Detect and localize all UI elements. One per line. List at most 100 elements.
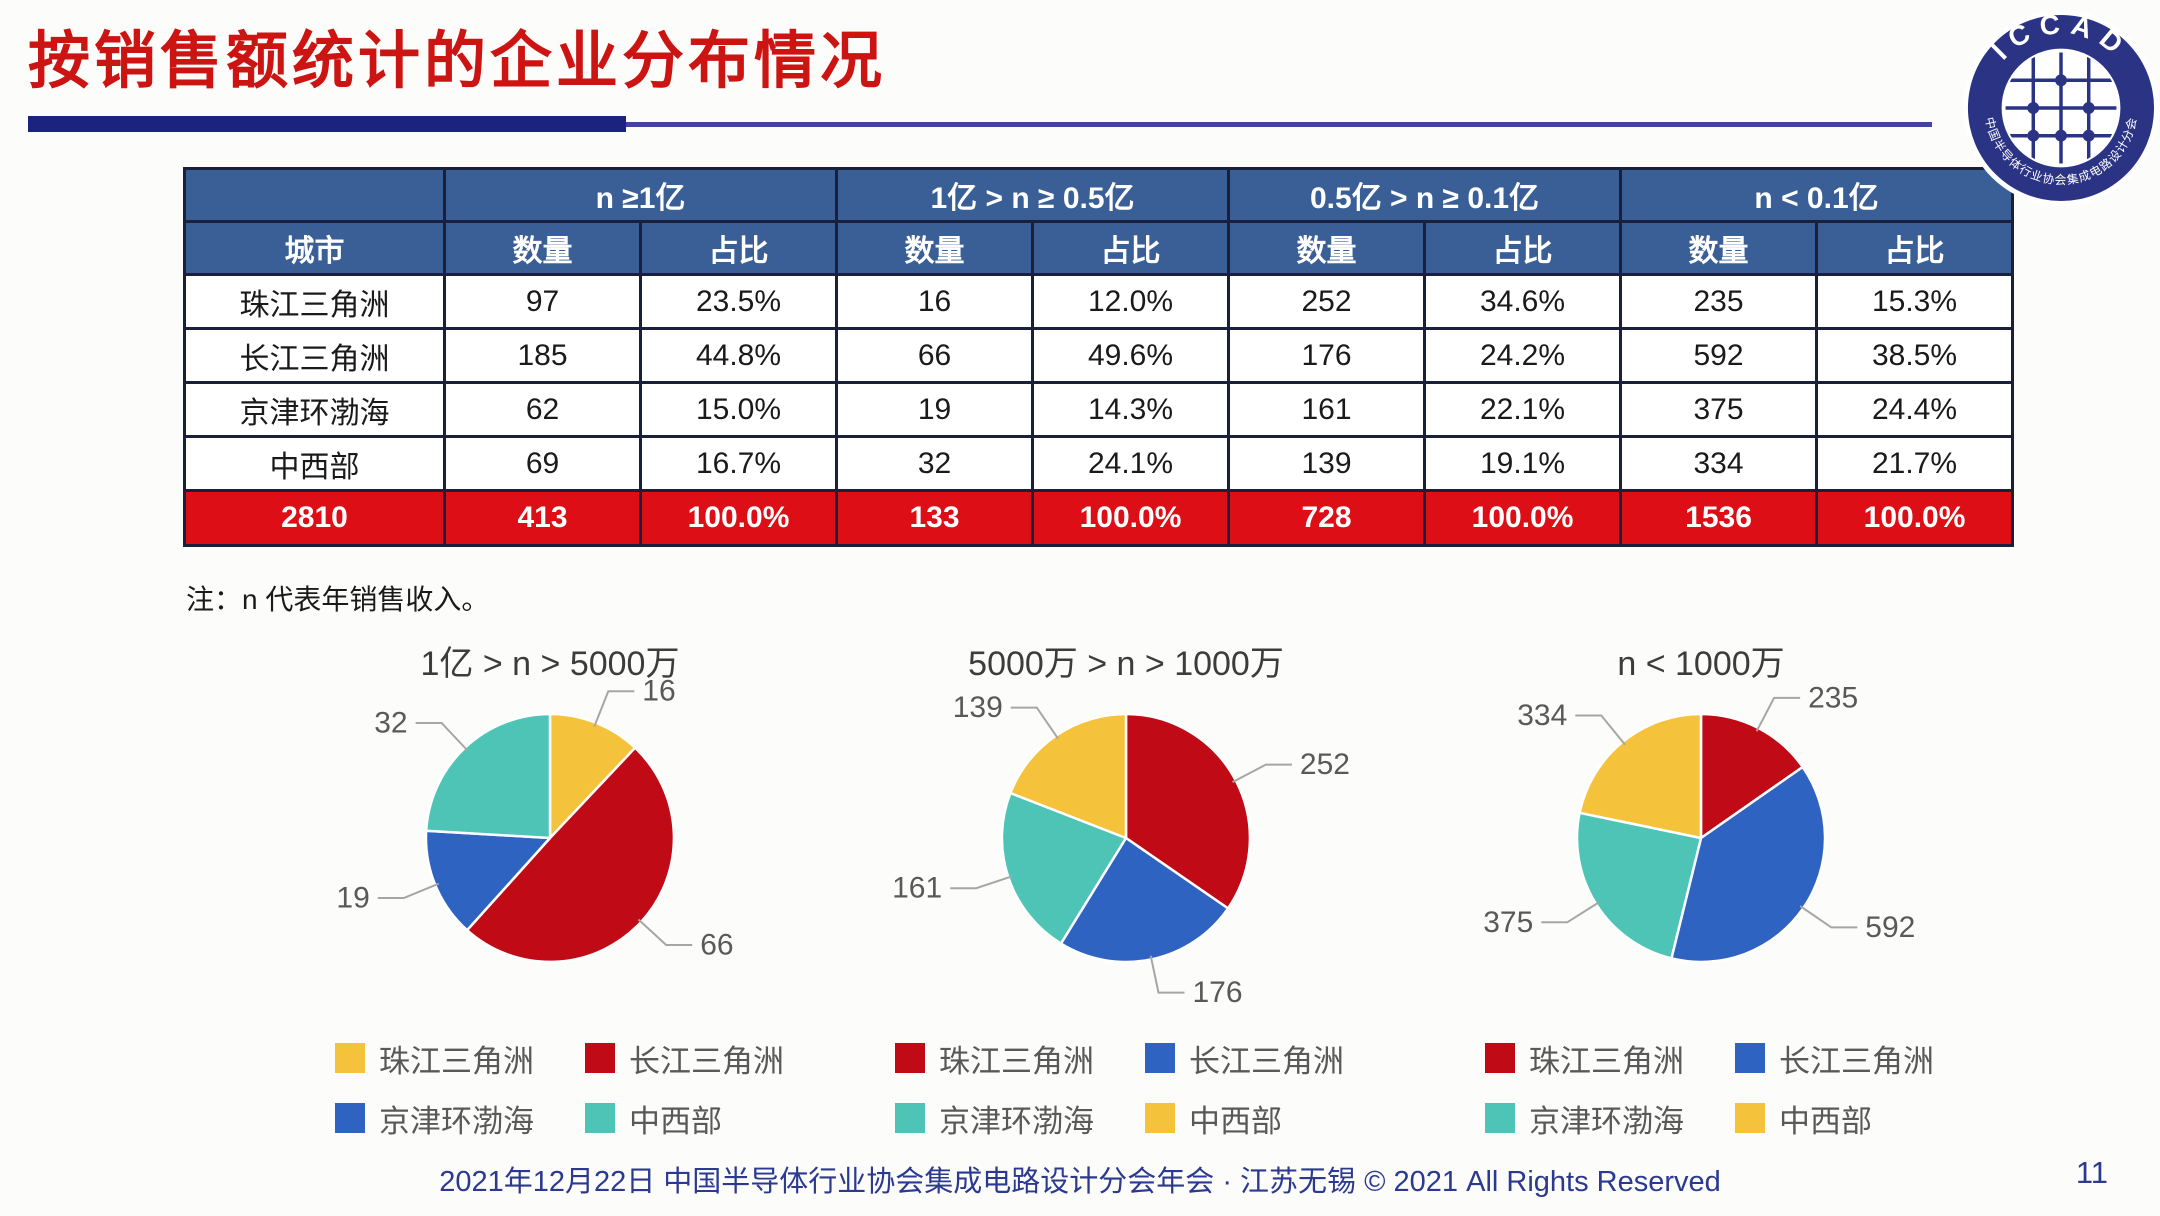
pie-1-label-中西部: 32 <box>374 707 407 740</box>
value-cell: 14.3% <box>1030 381 1231 438</box>
leader-line <box>593 690 635 727</box>
city-cell: 珠江三角洲 <box>183 273 446 330</box>
legend-label: 珠江三角洲 <box>939 1043 1094 1079</box>
value-cell: 15.3% <box>1815 273 2015 330</box>
legend-label: 京津环渤海 <box>379 1103 534 1139</box>
leader-line <box>415 722 469 752</box>
table-row: 京津环渤海 62 15.0% 19 14.3% 161 22.1% 375 24.4% <box>183 381 2015 438</box>
legend-1-item-京津环渤海: 京津环渤海 <box>335 1092 585 1144</box>
table-row: 中西部 69 16.7% 32 24.1% 139 19.1% 334 21.7% <box>183 435 2015 492</box>
total-value-cell: 413 <box>443 489 642 547</box>
legend-label: 长江三角洲 <box>1779 1043 1934 1079</box>
value-cell: 38.5% <box>1815 327 2015 384</box>
legend-label: 中西部 <box>629 1103 722 1139</box>
col-group-header-3: n < 0.1亿 <box>1619 167 2015 223</box>
value-cell: 21.7% <box>1815 435 2015 492</box>
city-header: 城市 <box>183 220 446 276</box>
pie-2-label-京津环渤海: 161 <box>892 872 942 905</box>
legend-3-item-中西部: 中西部 <box>1735 1092 1995 1144</box>
table-corner-cell <box>183 167 446 223</box>
legend-swatch-icon <box>1485 1043 1515 1073</box>
city-cell: 长江三角洲 <box>183 327 446 384</box>
value-cell: 15.0% <box>639 381 838 438</box>
value-cell: 49.6% <box>1030 327 1231 384</box>
legend-2-item-中西部: 中西部 <box>1145 1092 1405 1144</box>
value-cell: 24.4% <box>1815 381 2015 438</box>
leader-line <box>1575 714 1626 746</box>
city-cell: 京津环渤海 <box>183 381 446 438</box>
title-underline-thick <box>28 116 626 132</box>
legend-swatch-icon <box>585 1043 615 1073</box>
pie-1-label-珠江三角洲: 16 <box>642 675 675 708</box>
legend-3-item-京津环渤海: 京津环渤海 <box>1485 1092 1735 1144</box>
value-cell: 34.6% <box>1423 273 1623 330</box>
legend-swatch-icon <box>585 1103 615 1133</box>
value-cell: 161 <box>1227 381 1427 438</box>
pie-3-label-京津环渤海: 375 <box>1483 906 1533 939</box>
legend-label: 长江三角洲 <box>1189 1043 1344 1079</box>
value-cell: 176 <box>1227 327 1427 384</box>
legend-3-item-珠江三角洲: 珠江三角洲 <box>1485 1032 1735 1084</box>
title-underline-thin <box>626 122 1932 127</box>
pie-3-label-长江三角洲: 592 <box>1865 911 1915 944</box>
sub-header-1-count: 数量 <box>835 220 1034 276</box>
total-value-cell: 100.0% <box>1423 489 1623 547</box>
legend-swatch-icon <box>335 1043 365 1073</box>
pie-2-label-长江三角洲: 176 <box>1193 976 1243 1009</box>
leader-line <box>637 918 693 946</box>
value-cell: 592 <box>1619 327 1819 384</box>
value-cell: 235 <box>1619 273 1819 330</box>
pie-1-title: 1亿 > n > 5000万 <box>420 645 680 683</box>
distribution-table: n ≥1亿 1亿 > n ≥ 0.5亿 0.5亿 > n ≥ 0.1亿 n < 0.1… <box>183 167 2015 547</box>
legend-2-item-珠江三角洲: 珠江三角洲 <box>895 1032 1145 1084</box>
table-row: 长江三角洲 185 44.8% 66 49.6% 176 24.2% 592 38.5% <box>183 327 2015 384</box>
value-cell: 16.7% <box>639 435 838 492</box>
value-cell: 334 <box>1619 435 1819 492</box>
sub-header-3-share: 占比 <box>1815 220 2015 276</box>
table-total-row: 2810 413 100.0% 133 100.0% 728 100.0% 1536 100.0… <box>183 489 2015 547</box>
leader-line <box>950 875 1013 890</box>
total-value-cell: 1536 <box>1619 489 1819 547</box>
sub-header-2-share: 占比 <box>1423 220 1623 276</box>
leader-line <box>1541 901 1600 924</box>
leader-line <box>1149 955 1185 994</box>
legend-2-item-长江三角洲: 长江三角洲 <box>1145 1032 1405 1084</box>
value-cell: 252 <box>1227 273 1427 330</box>
pie-1-label-长江三角洲: 66 <box>700 929 733 962</box>
pie-2-legend: 珠江三角洲 长江三角洲京津环渤海 中西部 <box>895 1032 1405 1144</box>
leader-line <box>1232 763 1292 783</box>
iccad-logo: ICCAD 中国半导体行业协会集成电路设计分会 <box>1962 8 2160 207</box>
leader-line <box>377 882 440 899</box>
city-cell: 中西部 <box>183 435 446 492</box>
legend-label: 京津环渤海 <box>1529 1103 1684 1139</box>
sub-header-0-count: 数量 <box>443 220 642 276</box>
pie-3-label-中西部: 334 <box>1517 699 1567 732</box>
sub-header-0-share: 占比 <box>639 220 838 276</box>
grand-total-cell: 2810 <box>183 489 446 547</box>
legend-label: 中西部 <box>1779 1103 1872 1139</box>
pie-1-label-京津环渤海: 19 <box>336 882 369 915</box>
legend-label: 珠江三角洲 <box>379 1043 534 1079</box>
pie-1-slice-中西部 <box>424 712 552 840</box>
pie-2-title: 5000万 > n > 1000万 <box>968 645 1284 683</box>
sub-header-2-count: 数量 <box>1227 220 1427 276</box>
total-value-cell: 100.0% <box>639 489 838 547</box>
leader-line <box>1755 696 1801 732</box>
page-number: 11 <box>2075 1155 2108 1190</box>
sub-header-3-count: 数量 <box>1619 220 1819 276</box>
table-row: 珠江三角洲 97 23.5% 16 12.0% 252 34.6% 235 15.3% <box>183 273 2015 330</box>
page-title: 按销售额统计的企业分布情况 <box>28 27 887 96</box>
legend-swatch-icon <box>895 1103 925 1133</box>
value-cell: 66 <box>835 327 1034 384</box>
legend-2-item-京津环渤海: 京津环渤海 <box>895 1092 1145 1144</box>
legend-label: 京津环渤海 <box>939 1103 1094 1139</box>
sub-header-1-share: 占比 <box>1030 220 1231 276</box>
leader-line <box>1010 706 1059 740</box>
value-cell: 22.1% <box>1423 381 1623 438</box>
legend-1-item-珠江三角洲: 珠江三角洲 <box>335 1032 585 1084</box>
legend-label: 中西部 <box>1189 1103 1282 1139</box>
pie-3-title: n < 1000万 <box>1617 645 1785 683</box>
footer-text: 2021年12月22日 中国半导体行业协会集成电路设计分会年会 · 江苏无锡 ©… <box>439 1166 1721 1198</box>
value-cell: 139 <box>1227 435 1427 492</box>
